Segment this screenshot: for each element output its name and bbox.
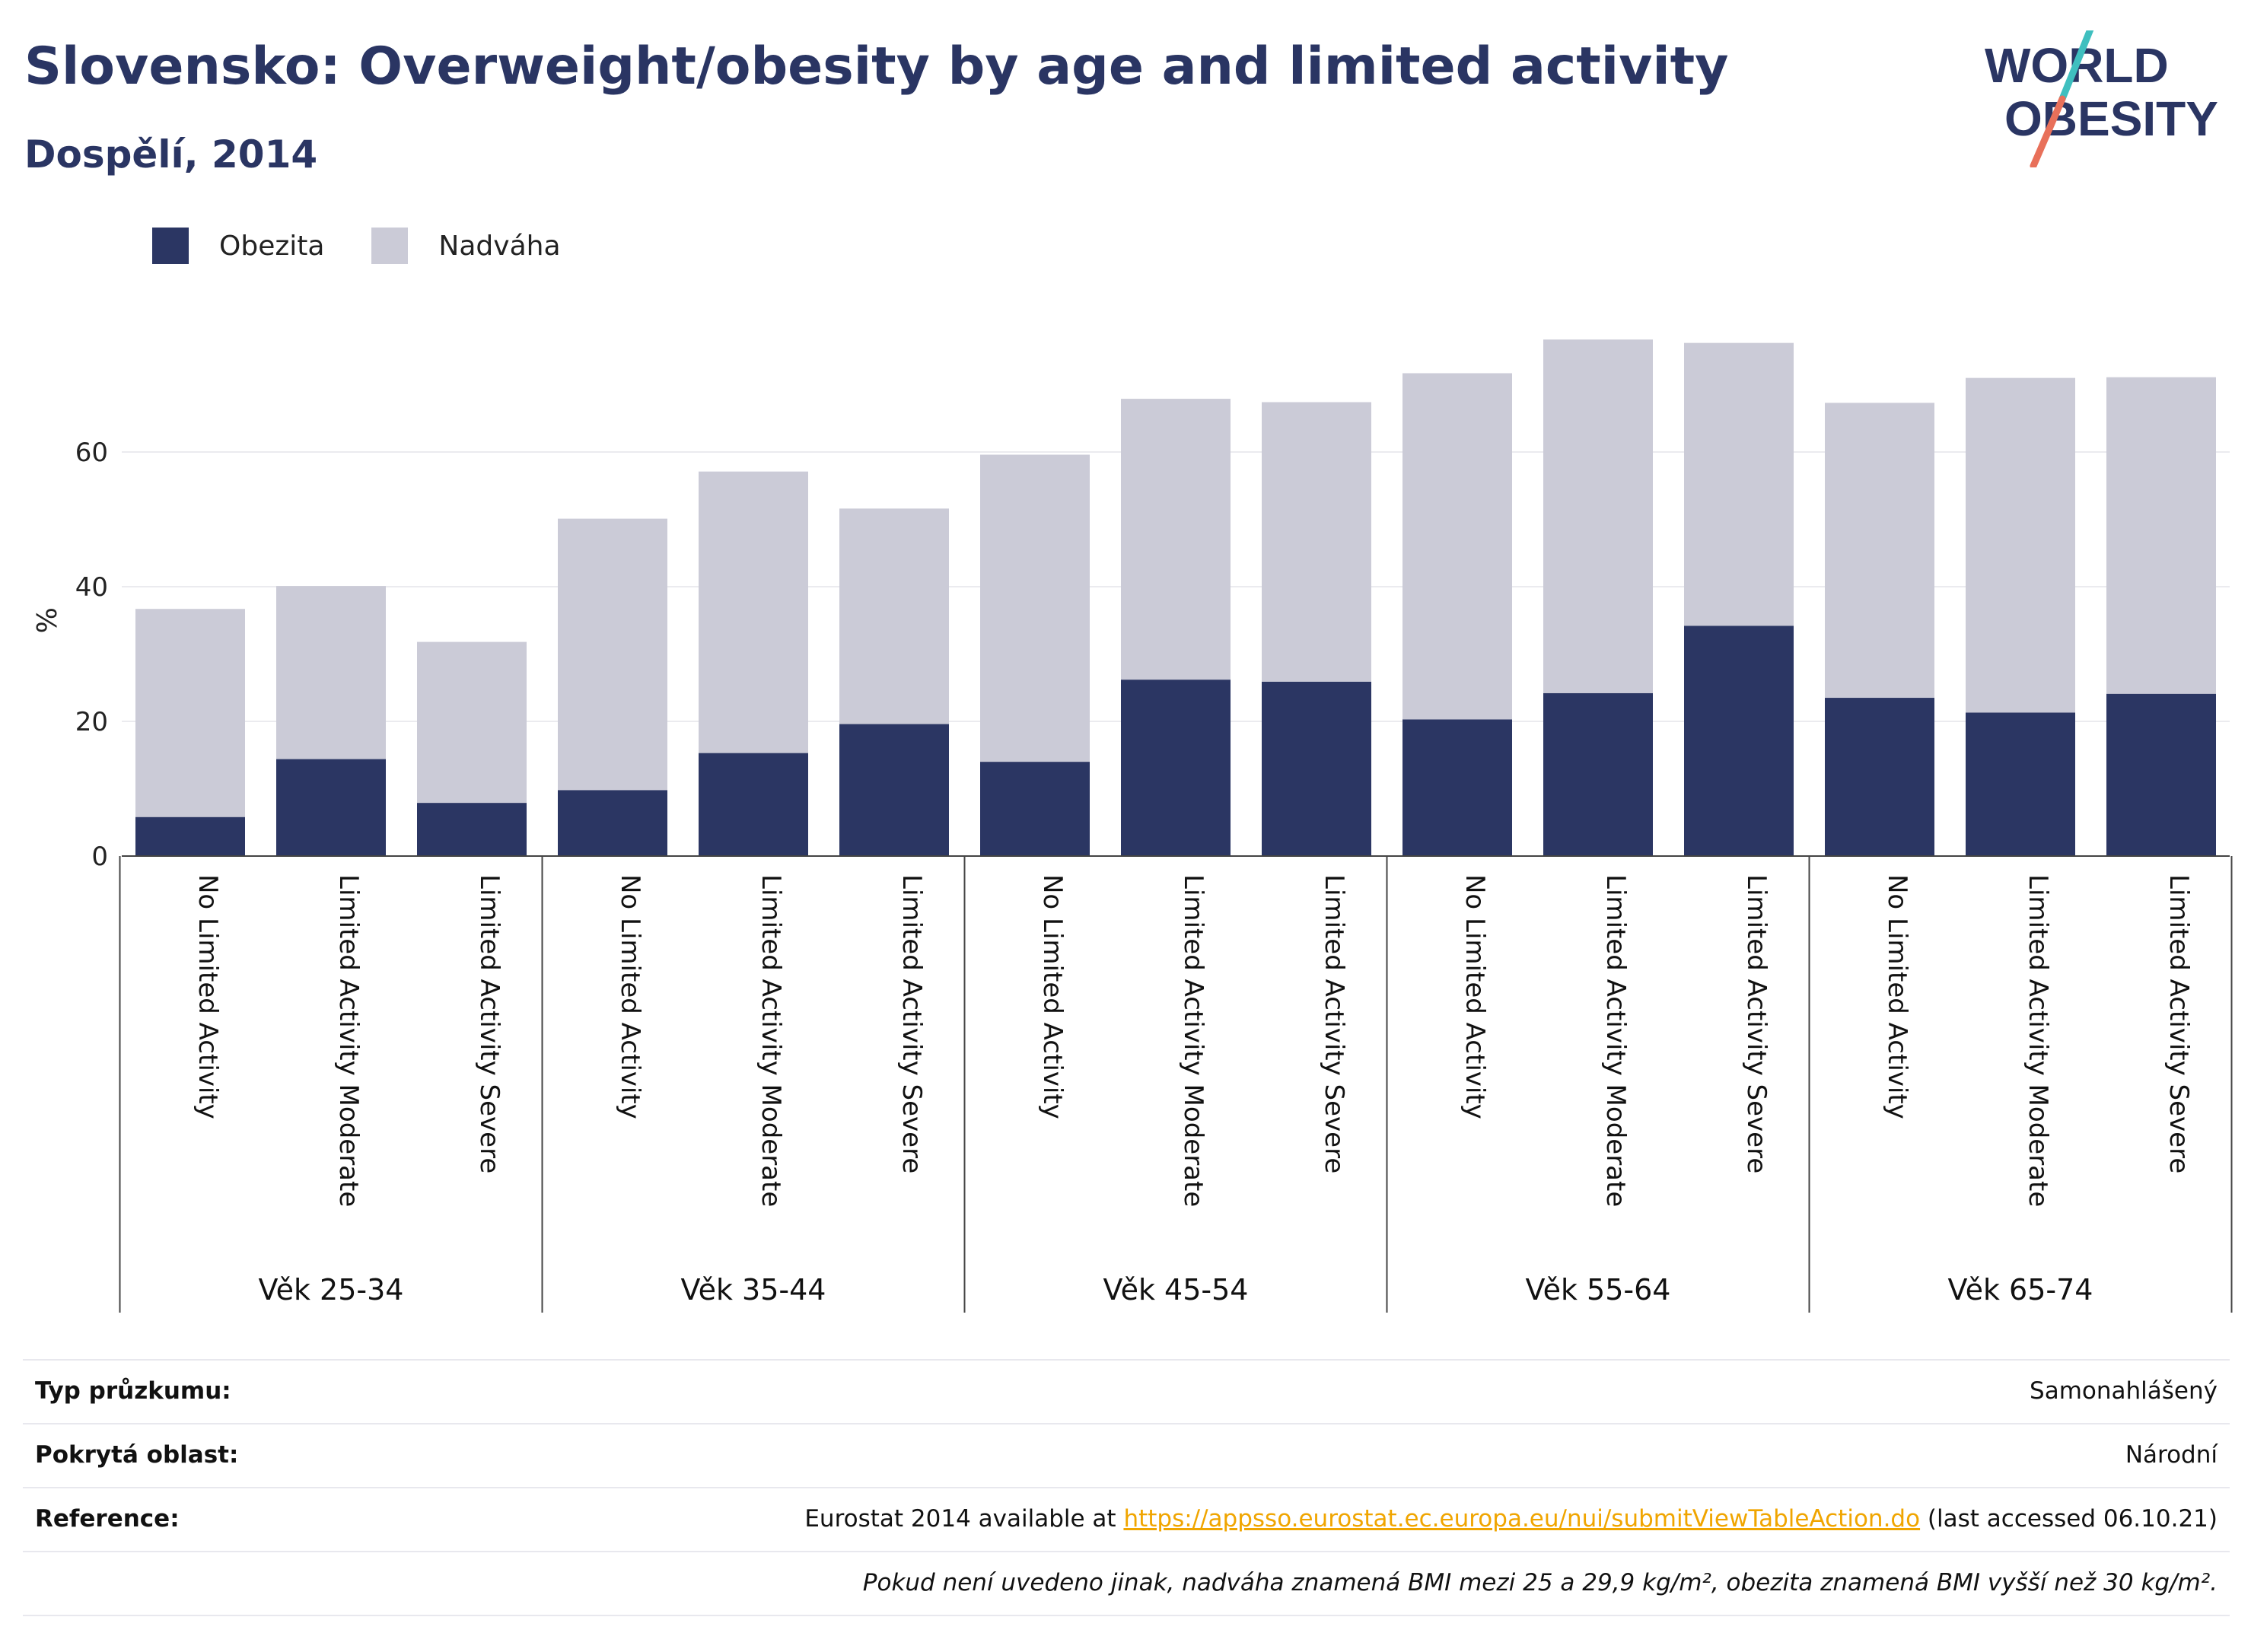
bar-nadvaha [1966, 377, 2075, 713]
category-label: Limited Activity Severe [2163, 874, 2194, 1173]
bar-nadvaha [1402, 373, 1512, 720]
group-label: Věk 35-44 [681, 1273, 826, 1307]
y-axis-title: % [32, 607, 63, 633]
bar-obezita [2106, 693, 2216, 856]
reference-suffix: (last accessed 06.10.21) [1920, 1505, 2218, 1533]
bar-obezita [1402, 719, 1512, 856]
group-label: Věk 45-54 [1103, 1273, 1249, 1307]
bar-obezita [1543, 692, 1653, 856]
category-label: No Limited Activity [1037, 874, 1068, 1119]
category-label: Limited Activity Moderate [2023, 874, 2053, 1207]
bar-nadvaha [1121, 399, 1231, 680]
bar-nadvaha [1543, 339, 1653, 693]
bar-nadvaha [699, 471, 808, 753]
group-label: Věk 65-74 [1948, 1273, 2093, 1307]
bar-obezita [1262, 681, 1371, 856]
footer-row-reference: Reference: Eurostat 2014 available at ht… [23, 1487, 2230, 1551]
category-label: Limited Activity Severe [1319, 874, 1349, 1173]
category-label: Limited Activity Moderate [1600, 874, 1631, 1207]
y-tick-label: 20 [75, 707, 108, 737]
footer-table: Typ průzkumu: Samonahlášený Pokrytá obla… [23, 1359, 2230, 1616]
legend: Obezita Nadváha [152, 227, 608, 265]
legend-label-obezita: Obezita [219, 230, 325, 262]
bar-nadvaha [558, 518, 667, 791]
bar-obezita [276, 759, 386, 856]
category-label: No Limited Activity [1460, 874, 1490, 1119]
group-label: Věk 25-34 [259, 1273, 404, 1307]
bar-obezita [1684, 625, 1794, 856]
chart-title: Slovensko: Overweight/obesity by age and… [24, 37, 1729, 97]
category-label: Limited Activity Severe [896, 874, 927, 1173]
bar-obezita [417, 803, 527, 856]
category-label: No Limited Activity [615, 874, 645, 1119]
world-obesity-logo: WORLD OBESITY [1979, 24, 2237, 170]
footer-row-coverage: Pokrytá oblast: Národní [23, 1423, 2230, 1487]
bar-nadvaha [2106, 377, 2216, 694]
logo-slash-teal [2058, 24, 2095, 103]
bar-obezita [1121, 680, 1231, 856]
footer-value: Samonahlášený [2030, 1377, 2218, 1405]
bar-nadvaha [276, 586, 386, 759]
bar-nadvaha [980, 454, 1090, 762]
y-tick-label: 40 [75, 572, 108, 603]
footer-label: Typ průzkumu: [35, 1377, 231, 1405]
bar-chart: 0 20 40 60% No Limited Activity Limited Activ… [32, 339, 2233, 1313]
legend-swatch-nadvaha [371, 228, 409, 264]
bar-nadvaha [1262, 402, 1371, 682]
chart-subtitle: Dospělí, 2014 [24, 132, 318, 177]
footer-value: Eurostat 2014 available at https://appss… [804, 1505, 2218, 1533]
bar-obezita [558, 790, 667, 856]
legend-item-nadvaha[interactable]: Nadváha [371, 228, 561, 264]
footer-row-survey-type: Typ průzkumu: Samonahlášený [23, 1359, 2230, 1423]
logo-line2: OBESITY [2004, 91, 2218, 146]
bar-nadvaha [417, 641, 527, 804]
category-label: No Limited Activity [193, 874, 223, 1119]
bar-obezita [980, 762, 1090, 856]
legend-item-obezita[interactable]: Obezita [152, 228, 324, 264]
reference-prefix: Eurostat 2014 available at [804, 1505, 1124, 1533]
bar-obezita [839, 724, 949, 856]
bar-obezita [1966, 712, 2075, 856]
reference-link[interactable]: https://appsso.eurostat.ec.europa.eu/nui… [1123, 1505, 1921, 1533]
legend-label-nadvaha: Nadváha [438, 230, 561, 262]
footer-row-note: Pokud není uvedeno jinak, nadváha znamen… [23, 1551, 2230, 1616]
footer-note: Pokud není uvedeno jinak, nadváha znamen… [862, 1569, 2218, 1596]
y-tick-label: 60 [75, 438, 108, 468]
logo-slash-red [2030, 95, 2066, 170]
y-tick-label: 0 [91, 842, 108, 872]
category-label: Limited Activity Moderate [1178, 874, 1208, 1207]
group-label: Věk 55-64 [1526, 1273, 1671, 1307]
bar-obezita [135, 816, 245, 856]
category-label: Limited Activity Severe [1741, 874, 1772, 1173]
bar-nadvaha [135, 609, 245, 817]
footer-label: Reference: [35, 1505, 180, 1533]
bar-nadvaha [839, 508, 949, 724]
footer-value: Národní [2125, 1441, 2218, 1469]
bar-nadvaha [1684, 342, 1794, 626]
category-label: Limited Activity Moderate [333, 874, 364, 1207]
legend-swatch-obezita [152, 228, 189, 264]
bar-nadvaha [1825, 403, 1934, 699]
bar-obezita [699, 753, 808, 856]
category-label: Limited Activity Moderate [756, 874, 786, 1207]
bar-obezita [1825, 698, 1934, 856]
footer-label: Pokrytá oblast: [35, 1441, 239, 1469]
category-label: Limited Activity Severe [474, 874, 505, 1173]
category-label: No Limited Activity [1882, 874, 1912, 1119]
